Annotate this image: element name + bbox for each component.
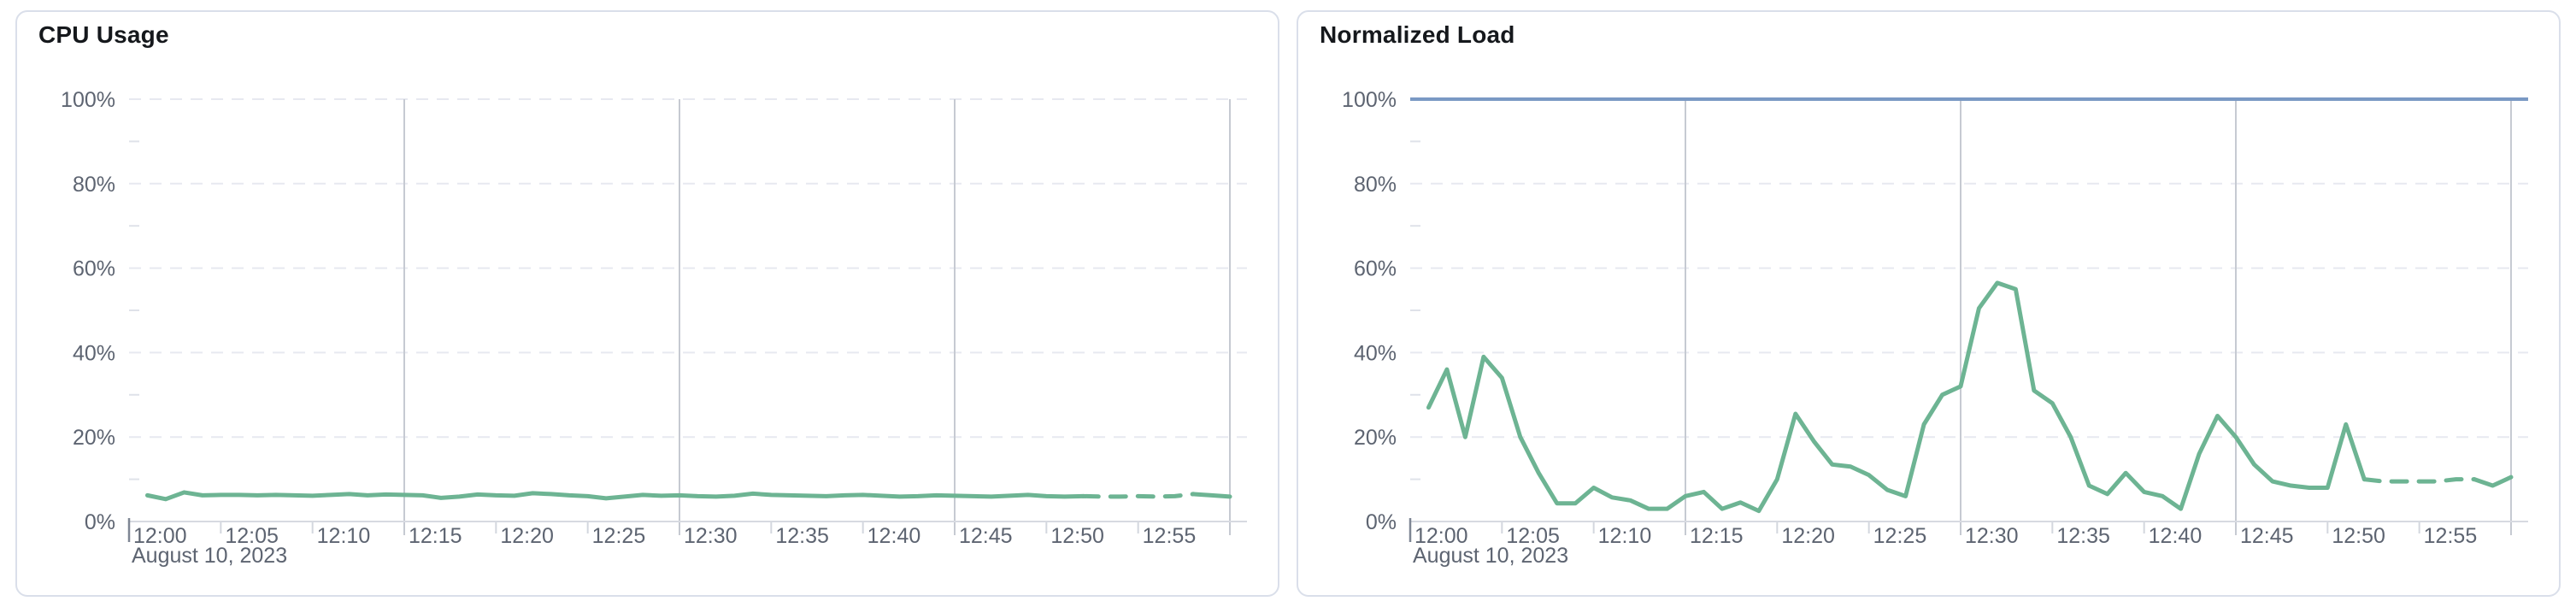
chart-title: Normalized Load [1320,21,1515,48]
x-tick-label: 12:10 [317,524,371,548]
normalized-load-chart[interactable]: 0% 20% 40% 60% 80% 100% 12:00 12:05 12:10 12:15 12… [1298,12,2561,597]
x-tick-label: 12:20 [500,524,554,548]
x-tick-label: 12:30 [684,524,738,548]
y-tick-label: 80% [1354,173,1397,197]
x-tick-label: 12:05 [225,524,279,548]
cpu-usage-panel: CPU Usage 0% 20% 40% 60% 80% 100% 12:00 12:05 12… [15,10,1279,597]
x-tick-label: 12:55 [2424,524,2478,548]
x-tick-label: 12:40 [2149,524,2203,548]
x-tick-label: 12:35 [775,524,829,548]
series-line [1191,492,1232,499]
x-tick-label: 12:30 [1965,524,2019,548]
y-tick-label: 40% [1354,341,1397,365]
x-tick-label: 12:05 [1506,524,1560,548]
x-tick-label: 12:45 [959,524,1013,548]
x-tick-label: 12:10 [1598,524,1652,548]
x-tick-label: 12:15 [1690,524,1744,548]
y-tick-label: 0% [85,510,115,534]
x-tick-label: 12:20 [1781,524,1835,548]
x-tick-label: 12:50 [2332,524,2385,548]
x-tick-label: 12:25 [1873,524,1927,548]
date-label: August 10, 2023 [1413,544,1568,568]
y-tick-label: 20% [1354,426,1397,450]
y-tick-label: 0% [1366,510,1397,534]
chart-title: CPU Usage [38,21,169,48]
y-tick-label: 60% [1354,257,1397,281]
y-tick-label: 20% [73,426,115,450]
y-tick-label: 40% [73,341,115,365]
series-line-dashed [2361,477,2477,484]
x-tick-label: 12:40 [867,524,921,548]
x-tick-label: 12:45 [2240,524,2294,548]
y-tick-label: 80% [73,173,115,197]
x-tick-label: 12:50 [1050,524,1104,548]
cpu-usage-chart[interactable]: 0% 20% 40% 60% 80% 100% 12:00 12:05 12:10 12:15 12… [17,12,1279,597]
y-tick-label: 100% [1342,88,1397,112]
y-tick-label: 60% [73,257,115,281]
x-tick-label: 12:00 [133,524,187,548]
series-line [2472,474,2514,488]
date-label: August 10, 2023 [132,544,287,568]
y-tick-label: 100% [61,88,115,112]
x-tick-label: 12:55 [1143,524,1197,548]
normalized-load-panel: Normalized Load 0% 20% 40% 60% 80% 100% 12:00 1… [1297,10,2561,597]
x-tick-label: 12:15 [409,524,462,548]
series-line [1426,280,2367,514]
series-line-dashed [1080,492,1196,499]
x-tick-label: 12:25 [592,524,646,548]
series-line [144,490,1085,502]
x-tick-label: 12:00 [1414,524,1468,548]
x-tick-label: 12:35 [2056,524,2110,548]
